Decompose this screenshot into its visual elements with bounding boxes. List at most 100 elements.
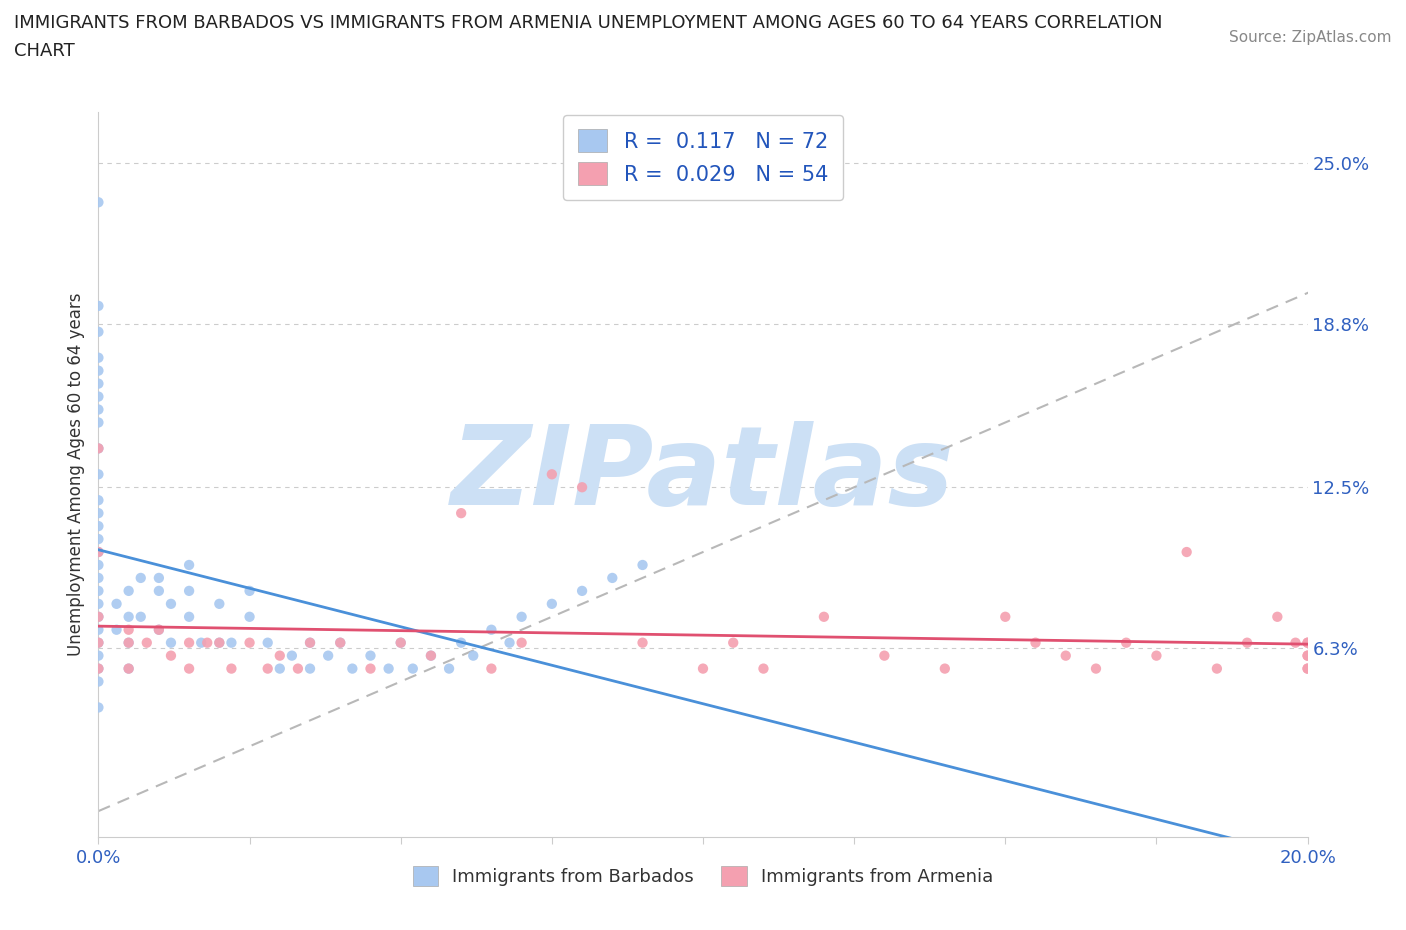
Point <box>498 635 520 650</box>
Point <box>402 661 425 676</box>
Point <box>1054 648 1077 663</box>
Point <box>269 661 291 676</box>
Point <box>389 635 412 650</box>
Point <box>87 570 110 585</box>
Point <box>87 441 110 456</box>
Point <box>631 558 654 573</box>
Point <box>540 467 562 482</box>
Point <box>377 661 399 676</box>
Point <box>87 364 110 379</box>
Point <box>873 648 896 663</box>
Point <box>287 661 309 676</box>
Legend: Immigrants from Barbados, Immigrants from Armenia: Immigrants from Barbados, Immigrants fro… <box>405 859 1001 893</box>
Point <box>148 622 170 637</box>
Point <box>87 648 110 663</box>
Point <box>87 519 110 534</box>
Point <box>208 596 231 611</box>
Point <box>510 635 533 650</box>
Point <box>118 583 141 598</box>
Point <box>1144 648 1167 663</box>
Point <box>129 609 152 624</box>
Point <box>1284 635 1306 650</box>
Point <box>87 545 110 560</box>
Point <box>1296 635 1319 650</box>
Point <box>1296 648 1319 663</box>
Point <box>87 609 110 624</box>
Point <box>934 661 956 676</box>
Point <box>87 493 110 508</box>
Point <box>360 648 382 663</box>
Point <box>420 648 443 663</box>
Point <box>389 635 412 650</box>
Point <box>299 661 322 676</box>
Point <box>118 661 141 676</box>
Point <box>87 596 110 611</box>
Point <box>299 635 322 650</box>
Point <box>420 648 443 663</box>
Point <box>179 583 201 598</box>
Point <box>752 661 775 676</box>
Point <box>1236 635 1258 650</box>
Point <box>179 609 201 624</box>
Point <box>87 467 110 482</box>
Point <box>179 558 201 573</box>
Point <box>87 532 110 547</box>
Point <box>87 299 110 313</box>
Point <box>179 661 201 676</box>
Point <box>87 558 110 573</box>
Point <box>148 570 170 585</box>
Point <box>281 648 304 663</box>
Point <box>208 635 231 650</box>
Point <box>87 674 110 689</box>
Point <box>87 609 110 624</box>
Point <box>239 635 262 650</box>
Point <box>437 661 460 676</box>
Point <box>87 389 110 404</box>
Point <box>118 635 141 650</box>
Point <box>87 622 110 637</box>
Point <box>256 661 278 676</box>
Point <box>1296 648 1319 663</box>
Point <box>105 622 128 637</box>
Point <box>87 195 110 210</box>
Point <box>221 661 243 676</box>
Point <box>87 661 110 676</box>
Point <box>510 609 533 624</box>
Point <box>692 661 714 676</box>
Point <box>1296 661 1319 676</box>
Point <box>160 648 183 663</box>
Point <box>1206 661 1229 676</box>
Point <box>1296 635 1319 650</box>
Point <box>221 635 243 650</box>
Point <box>1085 661 1108 676</box>
Point <box>1115 635 1137 650</box>
Point <box>195 635 218 650</box>
Point <box>87 545 110 560</box>
Point <box>129 570 152 585</box>
Point <box>208 635 231 650</box>
Point <box>481 622 503 637</box>
Point <box>87 700 110 715</box>
Point <box>87 325 110 339</box>
Text: CHART: CHART <box>14 42 75 60</box>
Point <box>1175 545 1198 560</box>
Point <box>87 506 110 521</box>
Point <box>179 635 201 650</box>
Point <box>148 583 170 598</box>
Point <box>118 635 141 650</box>
Point <box>118 622 141 637</box>
Point <box>450 506 472 521</box>
Point <box>87 402 110 417</box>
Point <box>540 596 562 611</box>
Point <box>329 635 352 650</box>
Point <box>1024 635 1046 650</box>
Point <box>329 635 352 650</box>
Point <box>481 661 503 676</box>
Point <box>342 661 364 676</box>
Point <box>602 570 624 585</box>
Point <box>87 661 110 676</box>
Point <box>148 622 170 637</box>
Point <box>160 596 183 611</box>
Point <box>87 351 110 365</box>
Point <box>87 415 110 430</box>
